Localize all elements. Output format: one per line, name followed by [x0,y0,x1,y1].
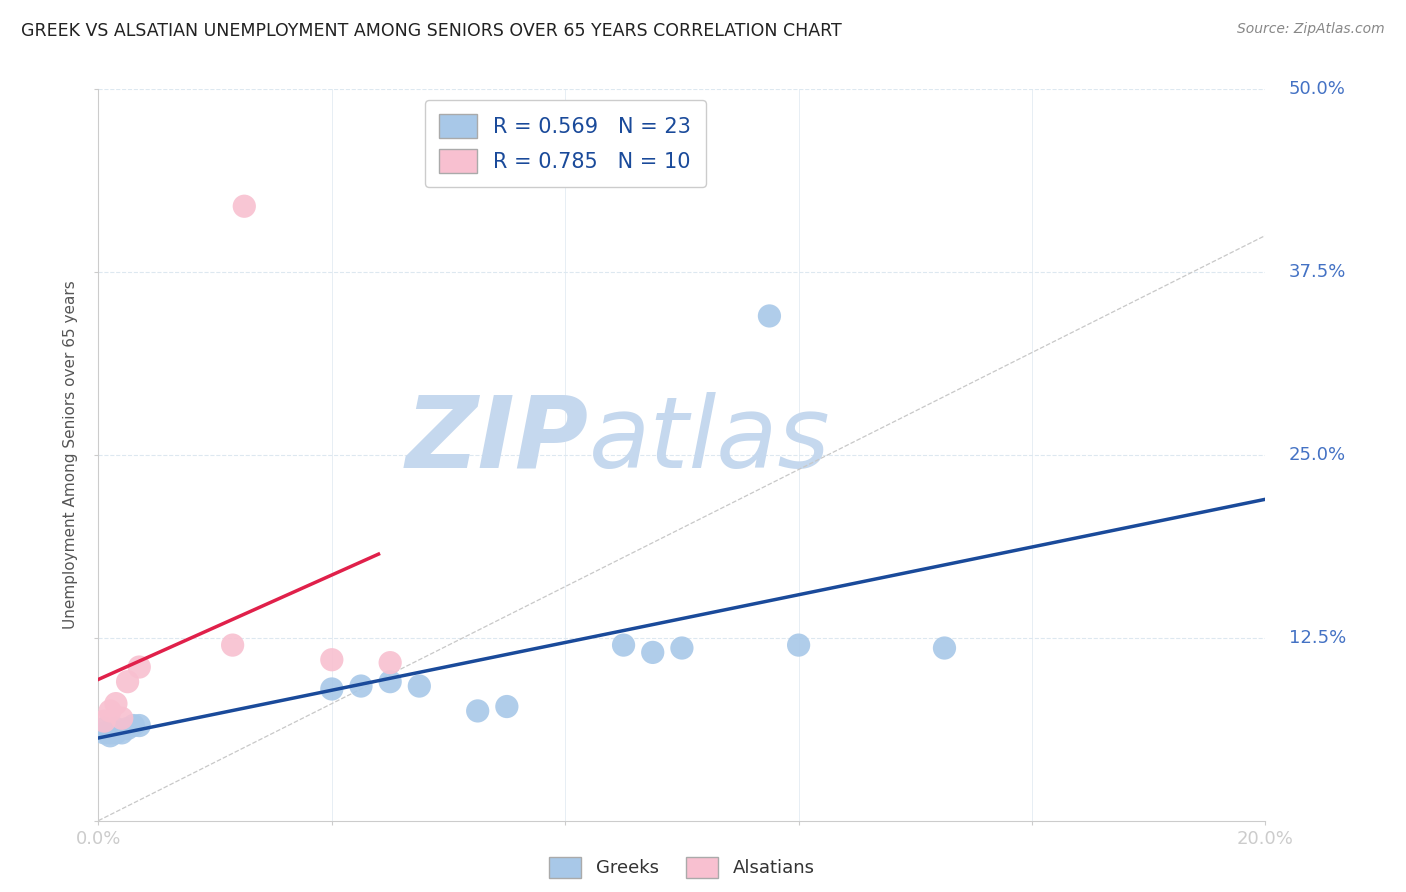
Legend: Greeks, Alsatians: Greeks, Alsatians [541,849,823,885]
Point [104,726,127,740]
Point [467,704,489,718]
Point [93,722,115,736]
Point [671,640,693,655]
Text: 50.0%: 50.0% [1289,80,1346,98]
Point [934,640,956,655]
Text: 12.5%: 12.5% [1289,629,1346,647]
Point [98,726,121,740]
Point [98,723,121,737]
Text: ZIP: ZIP [405,392,589,489]
Text: Source: ZipAtlas.com: Source: ZipAtlas.com [1237,22,1385,37]
Point [321,681,343,696]
Point [787,638,810,652]
Point [93,714,115,728]
Point [221,638,243,652]
Point [98,704,121,718]
Text: GREEK VS ALSATIAN UNEMPLOYMENT AMONG SENIORS OVER 65 YEARS CORRELATION CHART: GREEK VS ALSATIAN UNEMPLOYMENT AMONG SEN… [21,22,842,40]
Text: 37.5%: 37.5% [1289,263,1346,281]
Text: atlas: atlas [589,392,830,489]
Point [98,729,121,743]
Point [128,718,150,732]
Point [378,656,402,670]
Point [111,726,134,740]
Point [104,722,127,736]
Point [495,699,517,714]
Point [128,660,150,674]
Point [641,645,664,659]
Point [117,722,139,736]
Point [758,309,780,323]
Point [93,726,115,740]
Y-axis label: Unemployment Among Seniors over 65 years: Unemployment Among Seniors over 65 years [63,281,79,629]
Point [117,674,139,689]
Point [111,711,134,725]
Point [122,718,145,732]
Point [612,638,634,652]
Point [408,679,430,693]
Point [321,653,343,667]
Point [233,199,256,213]
Point [350,679,373,693]
Text: 25.0%: 25.0% [1289,446,1346,464]
Point [104,697,127,711]
Point [378,674,402,689]
